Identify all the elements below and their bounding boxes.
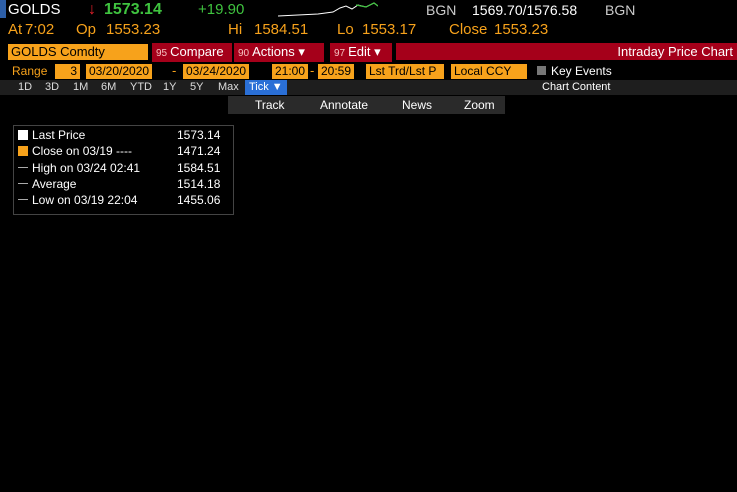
net-change: +19.90 [198,1,245,18]
currency-select[interactable]: Local CCY [451,64,527,79]
legend-label: Average [32,176,77,191]
period-button[interactable]: Max [218,81,239,93]
legend-value: 1584.51 [177,160,221,175]
stat-value: 1553.17 [362,21,417,38]
bid-ask: 1569.70/1576.58 [472,2,578,18]
security-field[interactable]: GOLDS Comdty [8,44,148,60]
range-label: Range [12,64,48,78]
period-button[interactable]: 5Y [190,81,204,93]
toolbar-button[interactable]: 97 Edit ▾ [330,43,392,62]
field-select[interactable]: Lst Trd/Lst P [366,64,444,79]
button-label: Actions ▾ [252,44,305,59]
legend-box [13,125,234,215]
legend-swatch [18,130,28,140]
chart-tool[interactable]: Annotate [320,98,369,112]
legend-label: Close on 03/19 ---- [32,144,133,159]
stat-label: Close [449,21,488,38]
button-key: 95 [156,48,168,59]
stat-value: 1553.23 [106,21,161,38]
ask-source: BGN [605,2,636,18]
legend-value: 1514.18 [177,176,221,191]
legend-swatch [18,166,28,168]
stat-label: Hi [228,21,243,38]
stat-label: At [8,21,23,38]
toolbar-button[interactable]: 95 Compare [152,43,232,62]
period-button[interactable]: 6M [101,81,117,93]
button-label: Edit ▾ [348,44,381,59]
end-date[interactable]: 03/24/2020 [183,64,250,79]
period-button[interactable]: 3D [45,81,60,93]
tools-bg [228,96,505,114]
start-date[interactable]: 03/20/2020 [86,64,153,79]
legend-value: 1471.24 [177,144,221,159]
legend-value: 1455.06 [177,193,221,208]
period-button[interactable]: 1D [18,81,33,93]
legend-swatch [18,199,28,201]
last-price: 1573.14 [104,1,162,18]
legend-value: 1573.14 [177,128,221,142]
ticker-marker [0,0,6,18]
button-key: 97 [334,48,346,59]
bid-source: BGN [426,2,457,18]
chart-tool[interactable]: Zoom [464,98,495,112]
arrow: ↓ [88,1,96,18]
stat-value: 1553.23 [494,21,549,38]
ticker: GOLDS [8,1,61,18]
legend-label: Last Price [32,128,86,142]
range-days[interactable]: 3 [55,64,80,79]
button-key: 90 [238,48,250,59]
key-events[interactable]: Key Events [551,64,612,78]
sparkline: 146014801500152015401560158000:0008:0016… [278,2,378,17]
end-time[interactable]: 20:59 [318,64,355,79]
stat-label: Lo [337,21,354,38]
dash: - [310,63,315,78]
dash: - [172,63,177,78]
period-button[interactable]: YTD [130,81,152,93]
legend-swatch [18,182,28,184]
chart-tool[interactable]: News [402,98,433,112]
chart-content[interactable]: Chart Content [542,81,611,93]
toolbar-button[interactable]: 90 Actions ▾ [234,43,324,62]
legend-swatch [18,146,28,157]
start-time[interactable]: 21:00 [272,64,309,79]
period-button[interactable]: 1M [73,81,89,93]
stat-value: 7:02 [25,21,55,38]
legend-label: High on 03/24 02:41 [32,160,141,175]
checkbox[interactable] [537,66,546,75]
stat-label: Op [76,21,97,38]
period-button[interactable]: 1Y [163,81,177,93]
window-title: Intraday Price Chart [396,43,737,60]
period-bar [0,80,737,95]
button-label: Compare [170,44,224,59]
legend-label: Low on 03/19 22:04 [32,193,138,208]
chart-tool[interactable]: Track [255,98,285,112]
period-button[interactable]: Tick ▼ [245,80,287,95]
stat-value: 1584.51 [254,21,309,38]
